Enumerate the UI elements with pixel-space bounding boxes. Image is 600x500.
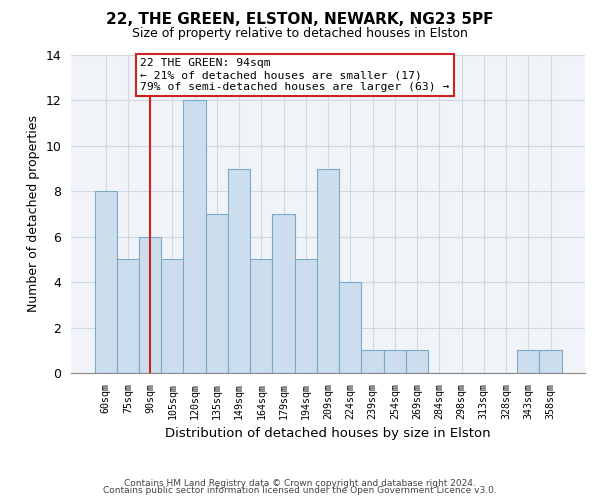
Bar bbox=[517, 350, 539, 373]
Bar bbox=[117, 260, 139, 373]
Text: 22, THE GREEN, ELSTON, NEWARK, NG23 5PF: 22, THE GREEN, ELSTON, NEWARK, NG23 5PF bbox=[106, 12, 494, 28]
Bar bbox=[95, 192, 117, 373]
Bar bbox=[228, 168, 250, 373]
Bar bbox=[339, 282, 361, 373]
Bar bbox=[206, 214, 228, 373]
Bar bbox=[406, 350, 428, 373]
Bar bbox=[250, 260, 272, 373]
Text: 22 THE GREEN: 94sqm
← 21% of detached houses are smaller (17)
79% of semi-detach: 22 THE GREEN: 94sqm ← 21% of detached ho… bbox=[140, 58, 449, 92]
X-axis label: Distribution of detached houses by size in Elston: Distribution of detached houses by size … bbox=[165, 427, 491, 440]
Bar bbox=[184, 100, 206, 373]
Bar bbox=[383, 350, 406, 373]
Bar bbox=[539, 350, 562, 373]
Bar bbox=[139, 236, 161, 373]
Bar bbox=[272, 214, 295, 373]
Text: Contains HM Land Registry data © Crown copyright and database right 2024.: Contains HM Land Registry data © Crown c… bbox=[124, 478, 476, 488]
Bar bbox=[161, 260, 184, 373]
Text: Size of property relative to detached houses in Elston: Size of property relative to detached ho… bbox=[132, 28, 468, 40]
Text: Contains public sector information licensed under the Open Government Licence v3: Contains public sector information licen… bbox=[103, 486, 497, 495]
Y-axis label: Number of detached properties: Number of detached properties bbox=[27, 116, 40, 312]
Bar bbox=[295, 260, 317, 373]
Bar bbox=[361, 350, 383, 373]
Bar bbox=[317, 168, 339, 373]
